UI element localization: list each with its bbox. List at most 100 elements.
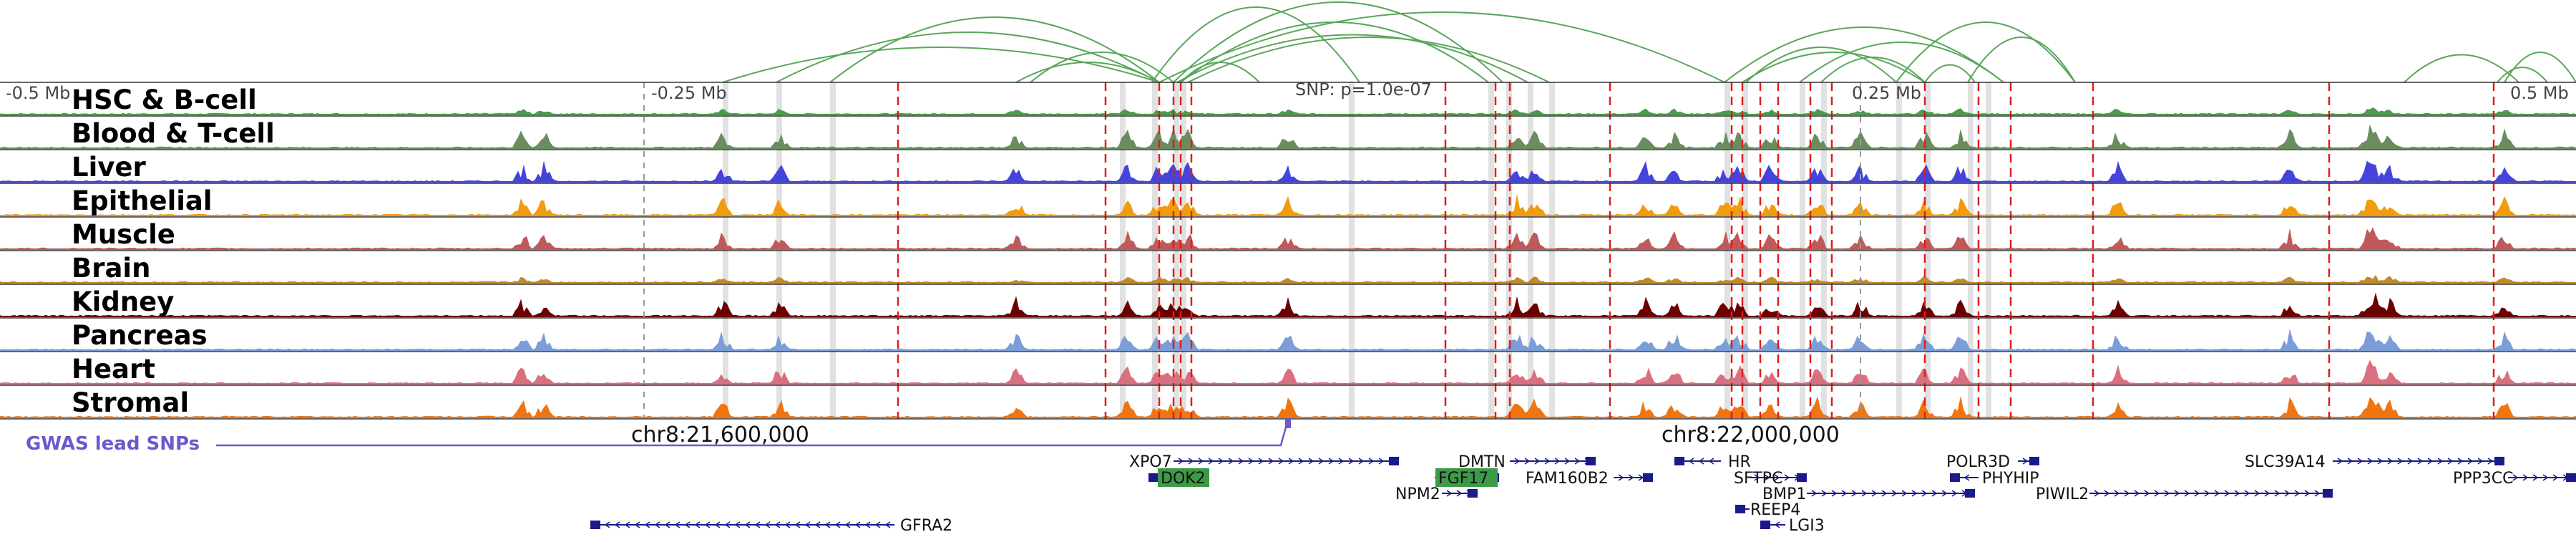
strand-arrow xyxy=(1891,490,1898,497)
strand-arrow xyxy=(2154,490,2160,497)
gene-exon xyxy=(590,521,600,529)
strand-arrow xyxy=(734,521,741,528)
interaction-arcs xyxy=(722,1,2576,83)
strand-arrow xyxy=(1811,490,1818,497)
signal-track xyxy=(0,293,2576,317)
strand-arrow xyxy=(2457,458,2464,465)
strand-arrow xyxy=(1901,490,1908,497)
interaction-arc xyxy=(1158,11,1725,83)
gene-exon xyxy=(2566,473,2576,482)
strand-arrow xyxy=(1851,490,1858,497)
gene-hr: HR xyxy=(1674,453,1751,471)
gwas-track-label: GWAS lead SNPs xyxy=(26,433,200,455)
strand-arrow xyxy=(2437,458,2444,465)
signal-peaks xyxy=(0,160,2576,183)
strand-arrow xyxy=(784,521,791,528)
strand-arrow xyxy=(634,521,640,528)
strand-arrow xyxy=(834,521,841,528)
gene-exon xyxy=(1389,457,1399,465)
strand-arrow xyxy=(2124,490,2130,497)
gene-phyhip: PHYHIP xyxy=(1950,470,2039,488)
track-label-hsc-b-cell: HSC & B-cell xyxy=(72,84,257,115)
strand-arrow xyxy=(2214,490,2220,497)
gene-exon xyxy=(1735,505,1745,513)
track-label-stromal: Stromal xyxy=(72,387,189,418)
gene-polr3d: POLR3D xyxy=(1946,453,2039,471)
strand-arrow xyxy=(1208,458,1214,465)
snp-marker-lines xyxy=(643,82,2495,419)
gene-label: FGF17 xyxy=(1438,470,1488,488)
gene-xpo7: XPO7 xyxy=(1129,453,1399,471)
strand-arrow xyxy=(824,521,831,528)
track-label-muscle: Muscle xyxy=(72,219,175,250)
signal-peaks xyxy=(0,293,2576,317)
strand-arrow xyxy=(2304,490,2311,497)
gene-exon xyxy=(2029,457,2039,465)
strand-arrow xyxy=(2264,490,2270,497)
strand-arrow xyxy=(1248,458,1254,465)
gene-slc39a14: SLC39A14 xyxy=(2245,453,2504,471)
interaction-arc xyxy=(1180,21,1489,83)
strand-arrow xyxy=(2174,490,2180,497)
gene-exon xyxy=(1965,489,1975,498)
gene-lgi3: LGI3 xyxy=(1760,517,1825,535)
signal-track xyxy=(0,107,2576,115)
track-label-epithelial: Epithelial xyxy=(72,185,213,216)
track-label-liver: Liver xyxy=(72,152,146,183)
gene-exon xyxy=(2494,457,2504,465)
strand-arrow xyxy=(874,521,881,528)
interaction-arc xyxy=(1173,1,1503,83)
strand-arrow xyxy=(2447,458,2454,465)
strand-arrow xyxy=(1258,458,1264,465)
gene-dmtn: DMTN xyxy=(1458,453,1596,471)
strand-arrow xyxy=(1456,490,1463,497)
strand-arrow xyxy=(2144,490,2150,497)
strand-arrow xyxy=(664,521,670,528)
gene-label: LGI3 xyxy=(1789,517,1825,535)
strand-arrow xyxy=(864,521,871,528)
gene-label: REEP4 xyxy=(1750,501,1800,519)
strand-arrow xyxy=(1268,458,1274,465)
gene-reep4: REEP4 xyxy=(1735,501,1800,519)
gene-npm2: NPM2 xyxy=(1395,485,1478,503)
gene-exon xyxy=(1643,473,1653,482)
strand-arrow xyxy=(1574,458,1581,465)
strand-arrow xyxy=(1688,458,1694,465)
strand-arrow xyxy=(1708,458,1714,465)
strand-arrow xyxy=(1618,474,1624,481)
interaction-arc xyxy=(1896,21,2076,83)
gene-dok2: DOK2 xyxy=(1148,468,1209,488)
track-label-pancreas: Pancreas xyxy=(72,320,208,351)
gene-label: DOK2 xyxy=(1161,470,1206,488)
strand-arrow xyxy=(2022,458,2029,465)
coordinate-label-left: chr8:21,600,000 xyxy=(631,422,809,448)
interaction-arc xyxy=(1180,62,1260,83)
gene-label: POLR3D xyxy=(1946,453,2010,471)
strand-arrow xyxy=(1288,458,1294,465)
strand-arrow xyxy=(2164,490,2170,497)
strand-arrow xyxy=(2357,458,2363,465)
strand-arrow xyxy=(2337,458,2343,465)
gene-highlight-badge xyxy=(1435,468,1498,487)
interaction-arc xyxy=(2504,52,2576,83)
strand-arrow xyxy=(1941,490,1948,497)
strand-arrow xyxy=(1298,458,1304,465)
strand-arrow xyxy=(1358,458,1365,465)
gene-exon xyxy=(1674,457,1684,465)
axis-tick-label: 0.25 Mb xyxy=(1852,83,1921,103)
interaction-arc xyxy=(1967,37,2076,83)
strand-arrow xyxy=(2427,458,2434,465)
strand-arrow xyxy=(674,521,680,528)
strand-arrow xyxy=(1348,458,1355,465)
strand-arrow xyxy=(2104,490,2110,497)
strand-arrow xyxy=(1228,458,1234,465)
strand-arrow xyxy=(2244,490,2250,497)
track-frame xyxy=(0,82,2576,420)
signal-track xyxy=(0,160,2576,183)
gene-exon xyxy=(1950,473,1960,482)
interaction-arc xyxy=(776,32,1160,83)
strand-arrow xyxy=(714,521,721,528)
strand-arrow xyxy=(1318,458,1324,465)
strand-arrow xyxy=(884,521,891,528)
